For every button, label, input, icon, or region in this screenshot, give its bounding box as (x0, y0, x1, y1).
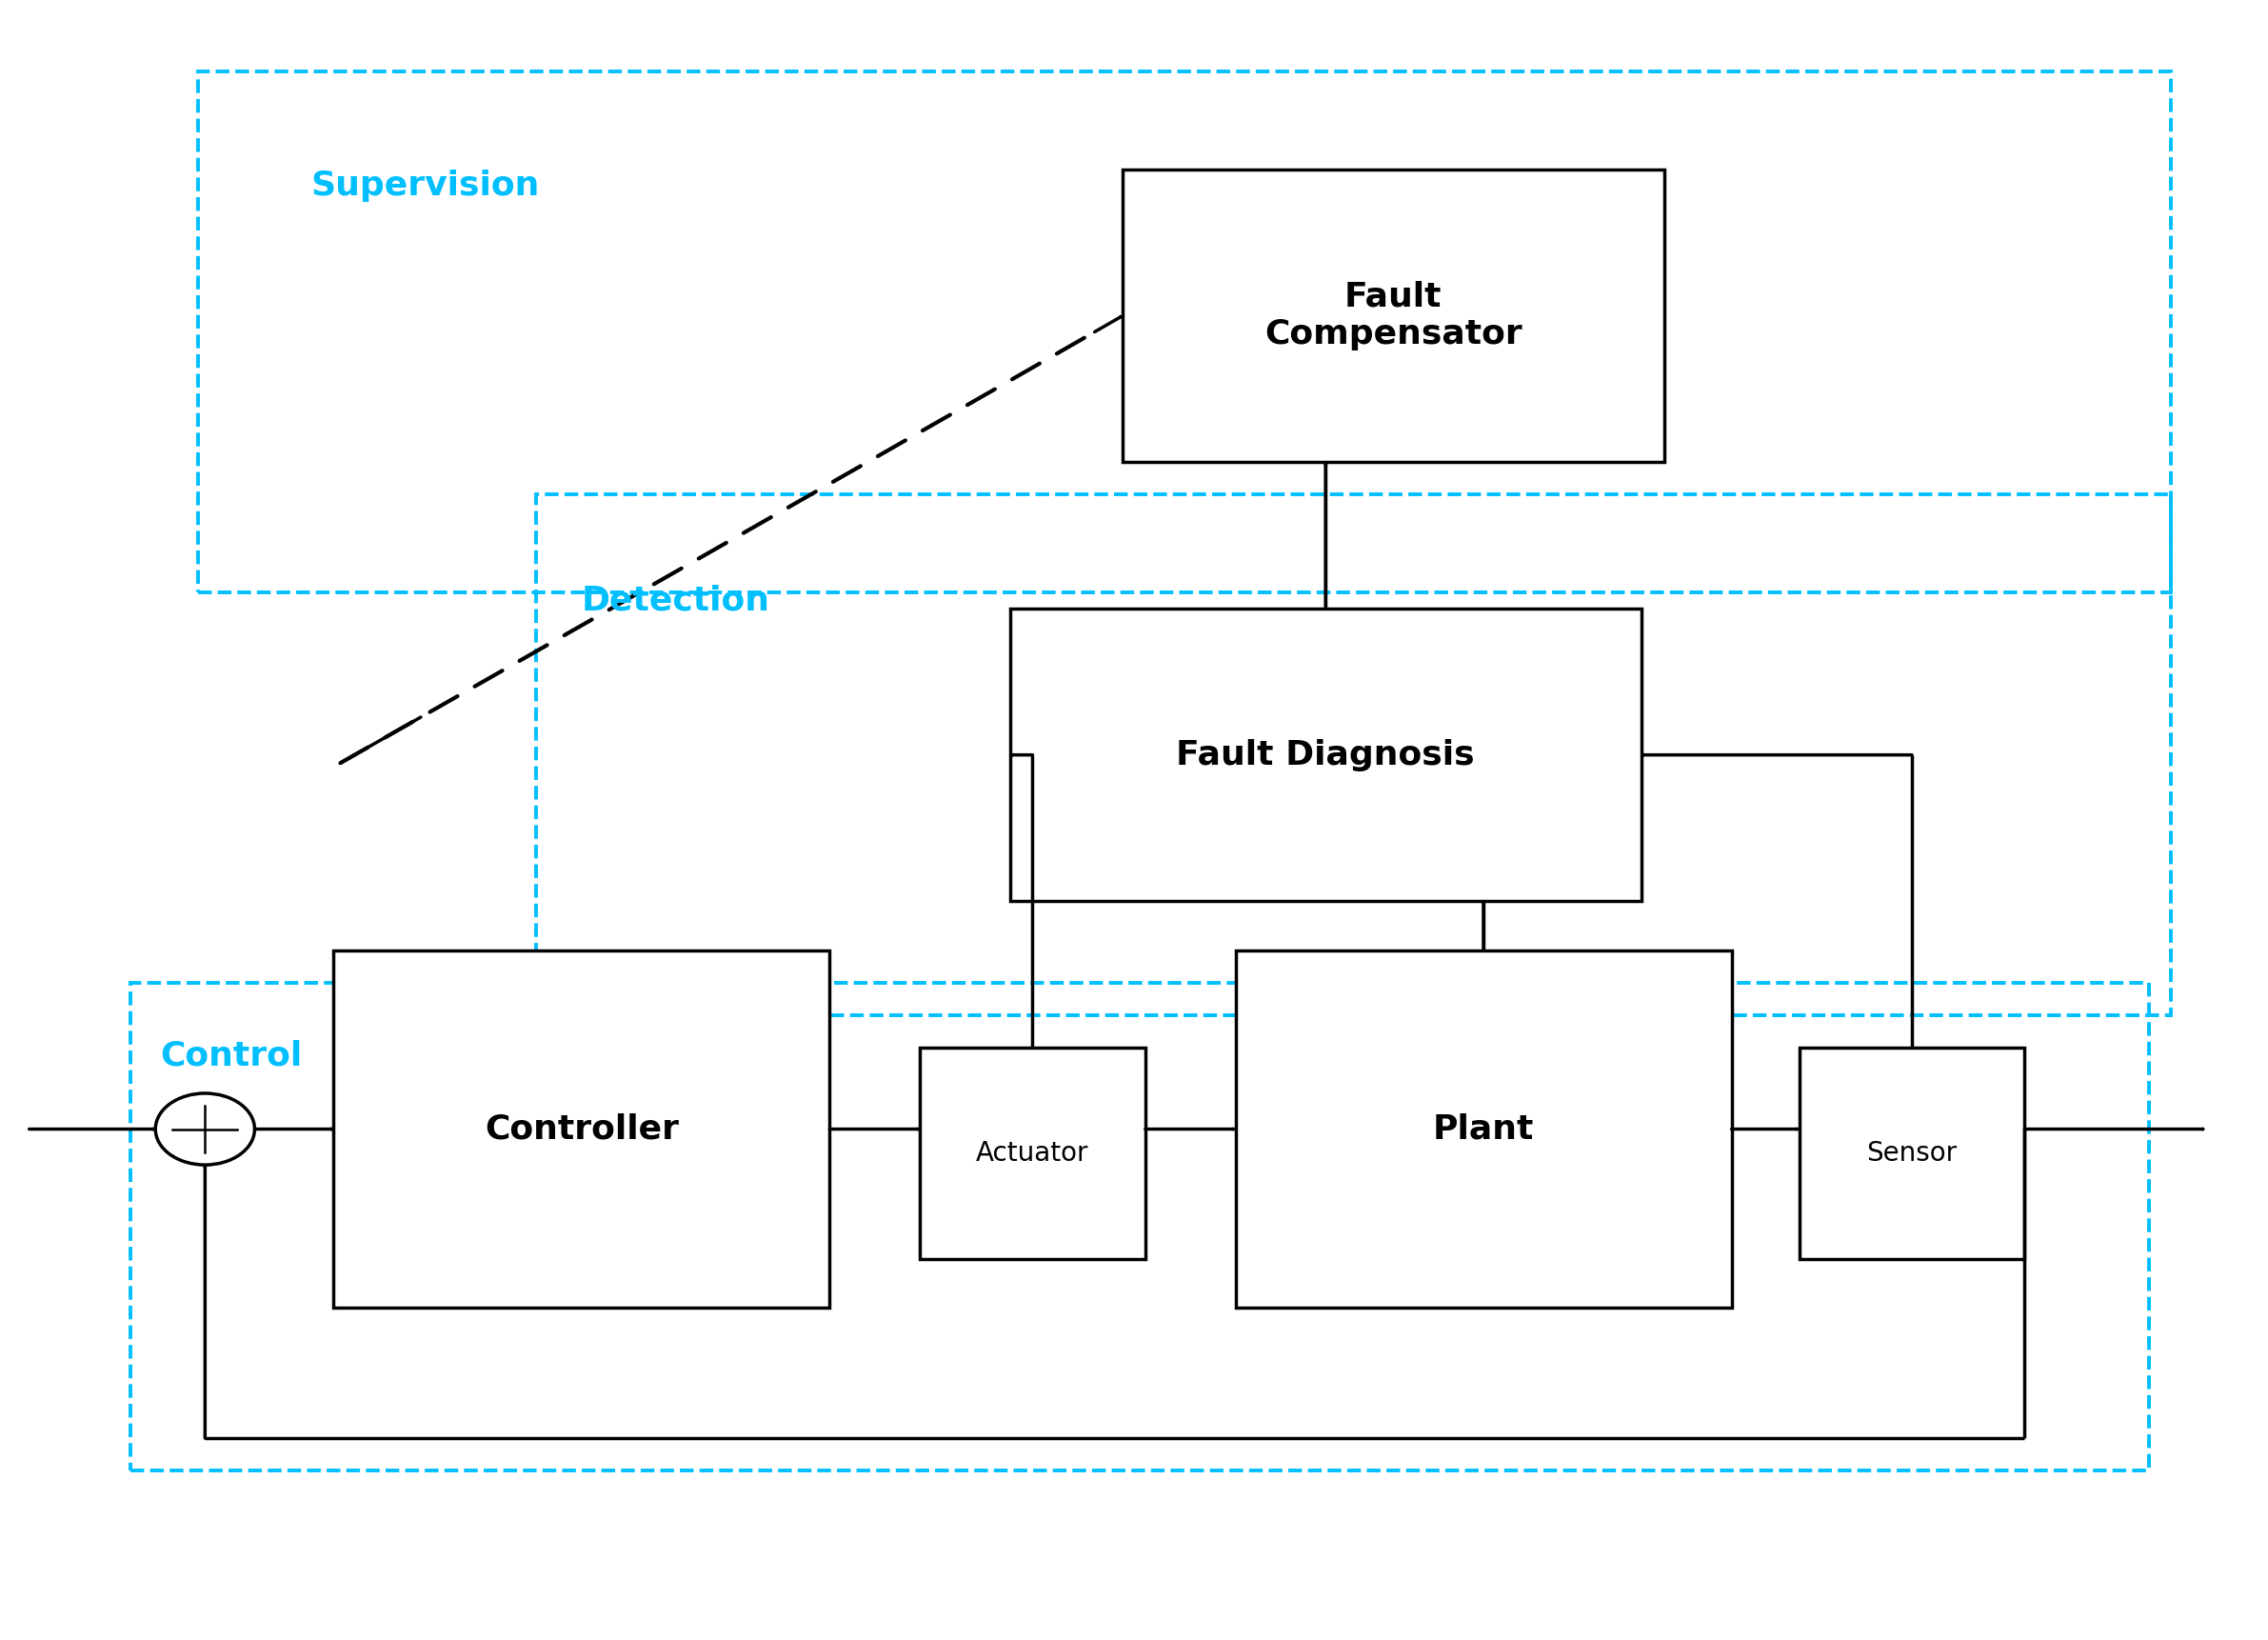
Bar (132, 982, 2148, 1471)
Bar (1799, 1048, 2025, 1260)
Bar (1236, 950, 1730, 1309)
Circle shape (156, 1094, 254, 1164)
Bar (1123, 169, 1665, 462)
Text: Fault Diagnosis: Fault Diagnosis (1177, 738, 1474, 771)
Text: Sensor: Sensor (1867, 1140, 1957, 1166)
Text: Plant: Plant (1433, 1114, 1533, 1145)
Bar (1009, 608, 1642, 902)
Text: Control: Control (161, 1040, 302, 1073)
Bar (197, 72, 2170, 592)
Bar (921, 1048, 1145, 1260)
Bar (538, 495, 2170, 1015)
Text: Supervision: Supervision (311, 169, 540, 202)
Bar (333, 950, 830, 1309)
Text: Actuator: Actuator (975, 1140, 1089, 1166)
Text: Fault
Compensator: Fault Compensator (1263, 280, 1522, 351)
Text: Detection: Detection (581, 584, 771, 617)
Text: Controller: Controller (485, 1114, 678, 1145)
